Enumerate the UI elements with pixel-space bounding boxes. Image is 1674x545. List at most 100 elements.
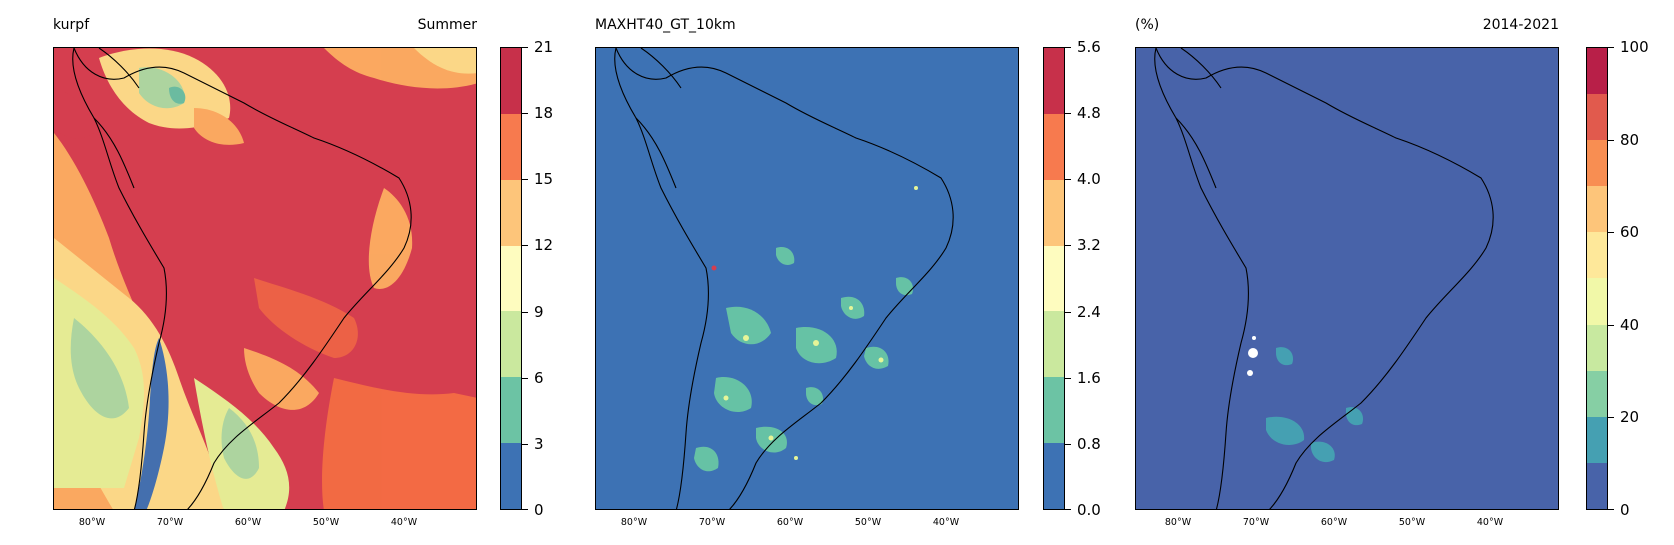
colorbar-segment: [1587, 94, 1607, 141]
colorbar-tick-label: 0.0: [1077, 501, 1101, 519]
coastline: [1154, 48, 1494, 509]
colorbar-tick: [1608, 47, 1614, 48]
colorbar-tick-label: 4.0: [1077, 170, 1101, 189]
panel-right-title: Summer: [417, 17, 477, 33]
coastline: [72, 48, 412, 509]
colorbar-tick: [1608, 509, 1614, 510]
lon-label: 80°W: [78, 517, 106, 528]
colorbar-tick: [522, 47, 528, 48]
colorbar-segment: [501, 443, 521, 509]
colorbar-tick-label: 80: [1620, 130, 1640, 149]
colorbar-tick-label: 15: [534, 170, 554, 189]
colorbar-tick-label: 60: [1620, 223, 1640, 242]
coastline: [614, 48, 954, 509]
colorbar-tick-label: 2.4: [1077, 302, 1101, 321]
colorbar-segment: [1044, 311, 1064, 378]
lon-label: 70°W: [698, 517, 726, 528]
colorbar-tick-label: 3.2: [1077, 236, 1101, 255]
colorbar-tick-label: 0: [534, 501, 544, 519]
colorbar: [500, 47, 522, 510]
lon-label: 70°W: [156, 517, 184, 528]
colorbar-tick: [1608, 139, 1614, 141]
colorbar-tick: [1065, 509, 1071, 510]
colorbar-tick-label: 20: [1620, 408, 1640, 427]
colorbar-segment: [1044, 113, 1064, 180]
map-area: [595, 47, 1019, 510]
colorbar-segment: [1587, 416, 1607, 463]
lon-label: 80°W: [1164, 517, 1192, 528]
heat-field-patches: [694, 247, 914, 472]
colorbar-tick-label: 6: [534, 368, 544, 387]
colorbar-tick: [522, 509, 528, 510]
colorbar-tick-label: 100: [1620, 38, 1649, 56]
colorbar-tick: [1608, 232, 1614, 234]
colorbar-tick-label: 0.8: [1077, 434, 1101, 453]
lon-label: 60°W: [776, 517, 804, 528]
colorbar-tick: [1608, 417, 1614, 419]
colorbar-segment: [501, 48, 521, 114]
colorbar-segment: [1044, 48, 1064, 114]
colorbar-tick: [522, 311, 528, 313]
colorbar-segment: [1587, 278, 1607, 325]
panel-left-title: (%): [1135, 17, 1160, 33]
colorbar-segment: [1044, 179, 1064, 246]
lon-label: 40°W: [1476, 517, 1504, 528]
colorbar-tick: [522, 113, 528, 115]
heat-field-peak: [711, 265, 717, 271]
lon-label: 40°W: [932, 517, 960, 528]
colorbar-tick-label: 5.6: [1077, 38, 1101, 56]
colorbar-segment: [1044, 443, 1064, 509]
colorbar-segment: [1587, 48, 1607, 95]
colorbar: [1586, 47, 1608, 510]
colorbar-tick: [522, 245, 528, 247]
colorbar-tick: [522, 443, 528, 445]
panel-left-title: MAXHT40_GT_10km: [595, 17, 736, 33]
map-area: [1135, 47, 1559, 510]
lon-label: 50°W: [854, 517, 882, 528]
colorbar-segment: [501, 311, 521, 378]
colorbar-tick: [1065, 377, 1071, 379]
heat-field-patches: [54, 48, 476, 509]
colorbar-tick: [1065, 47, 1071, 48]
colorbar-tick: [522, 179, 528, 181]
colorbar-tick-label: 18: [534, 104, 554, 123]
colorbar-tick: [1065, 179, 1071, 181]
colorbar-tick: [1608, 324, 1614, 326]
colorbar-tick: [1065, 311, 1071, 313]
colorbar-segment: [1587, 324, 1607, 371]
lon-label: 50°W: [1398, 517, 1426, 528]
colorbar-tick-label: 0: [1620, 501, 1630, 519]
panel-right-title: 2014-2021: [1482, 17, 1559, 33]
colorbar-tick-label: 1.6: [1077, 368, 1101, 387]
colorbar-segment: [1587, 370, 1607, 417]
colorbar-segment: [501, 245, 521, 312]
colorbar-tick: [1065, 443, 1071, 445]
colorbar-segment: [501, 113, 521, 180]
colorbar-tick-label: 4.8: [1077, 104, 1101, 123]
colorbar-segment: [1044, 377, 1064, 444]
lon-label: 70°W: [1242, 517, 1270, 528]
lon-label: 80°W: [620, 517, 648, 528]
colorbar-tick: [522, 377, 528, 379]
colorbar-segment: [1587, 462, 1607, 509]
colorbar: [1043, 47, 1065, 510]
colorbar-segment: [501, 179, 521, 246]
heat-field-spots: [723, 186, 918, 460]
colorbar-tick: [1065, 245, 1071, 247]
missing-data: [1247, 336, 1258, 376]
map-background: [1136, 48, 1558, 509]
lon-label: 50°W: [312, 517, 340, 528]
colorbar-segment: [1044, 245, 1064, 312]
colorbar-segment: [1587, 186, 1607, 233]
panel-left-title: kurpf: [53, 17, 90, 33]
colorbar-tick-label: 3: [534, 434, 544, 453]
lon-label: 60°W: [234, 517, 262, 528]
colorbar-tick-label: 12: [534, 236, 554, 255]
colorbar-segment: [501, 377, 521, 444]
map-background: [596, 48, 1018, 509]
colorbar-tick-label: 40: [1620, 315, 1640, 334]
colorbar-segment: [1587, 232, 1607, 279]
colorbar-tick-label: 9: [534, 302, 544, 321]
lon-label: 60°W: [1320, 517, 1348, 528]
colorbar-tick: [1065, 113, 1071, 115]
